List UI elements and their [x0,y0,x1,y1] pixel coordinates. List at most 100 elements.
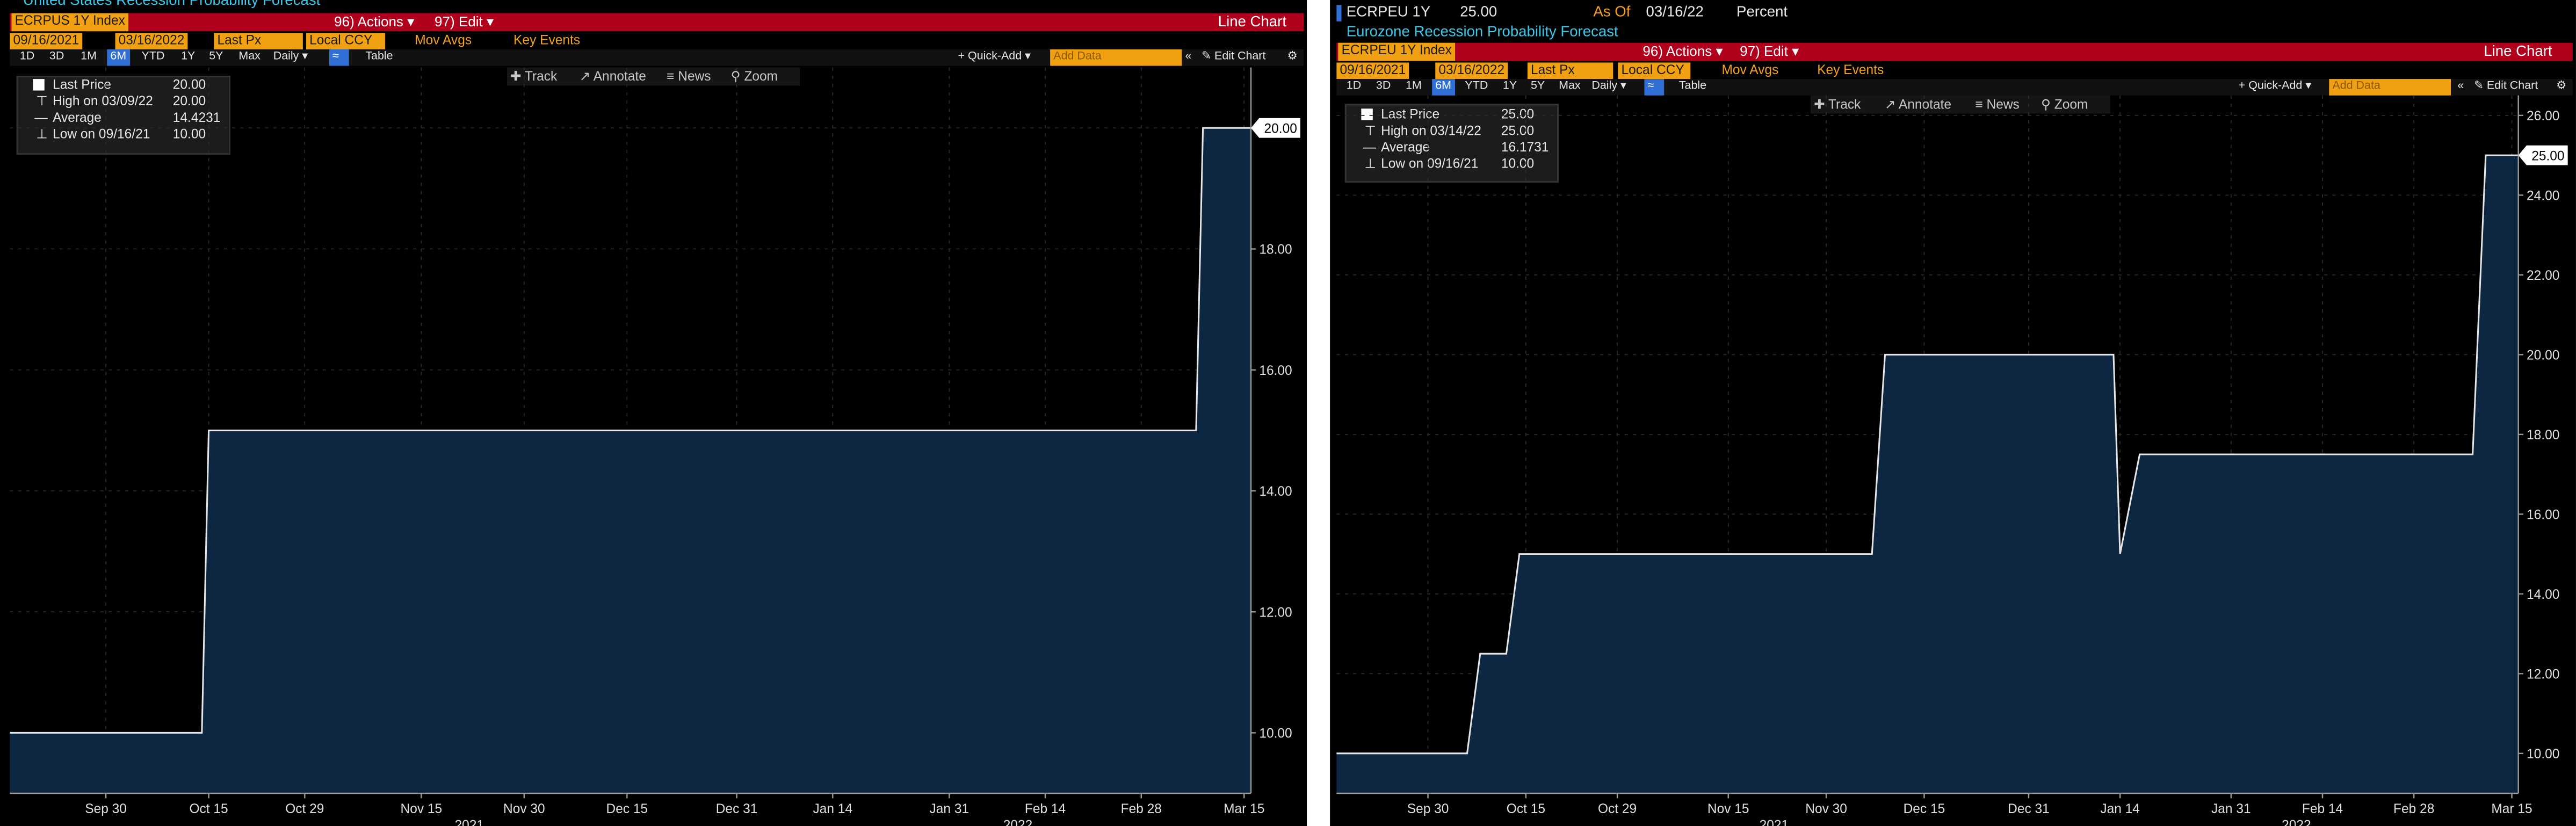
left-annotate-tool[interactable]: ↗ Annotate [579,69,646,84]
left-currency-select[interactable]: Local CCY [306,33,386,49]
right-period-5y[interactable]: 5Y [1530,81,1545,92]
left-period-3d[interactable]: 3D [49,50,64,63]
left-period-1d[interactable]: 1D [19,50,35,63]
left-collapse-icon[interactable]: « [1185,50,1192,63]
right-track-tool[interactable]: ✚ Track [1814,97,1861,112]
right-ytick-label-8: 26.00 [2527,109,2559,124]
right-legend-low-marker: ⊥ [1364,156,1376,171]
right-ytick-label-7: 24.00 [2527,189,2559,204]
right-frequency[interactable]: Daily ▾ [1591,81,1626,92]
left-legend-high-label: High on 03/09/22 [53,93,153,109]
right-edit-chart[interactable]: ✎ Edit Chart [2473,81,2538,92]
right-unit: Percent [1736,3,1788,20]
right-period-bar: 1D 3D 1M 6M YTD 1Y 5Y Max Daily ▾ ≈ Tabl… [1336,79,2573,96]
left-chart-icon[interactable]: ≈ [329,49,349,66]
right-period-ytd[interactable]: YTD [1465,81,1488,92]
right-chart-type[interactable]: Line Chart [2484,42,2552,60]
right-news-tool[interactable]: ≡ News [1975,97,2020,112]
left-zoom-tool[interactable]: ⚲ Zoom [730,69,778,84]
left-add-data-input[interactable]: Add Data [1050,49,1182,66]
left-period-max[interactable]: Max [238,50,261,63]
right-currency-select[interactable]: Local CCY [1618,62,1691,79]
left-frequency[interactable]: Daily ▾ [273,50,308,63]
right-add-data-input[interactable]: Add Data [2329,79,2451,96]
right-legend-checkbox[interactable] [1361,108,1373,120]
right-mov-avgs[interactable]: Mov Avgs [1721,62,1779,78]
left-ytick-label-2: 14.00 [1259,484,1292,499]
left-zoom-label: Zoom [744,69,778,84]
left-key-events[interactable]: Key Events [513,33,581,48]
left-period-ytd[interactable]: YTD [141,50,165,63]
right-key-events[interactable]: Key Events [1817,62,1884,78]
left-xtick-label-2: Oct 29 [285,802,324,816]
left-settings-icon[interactable]: ⚙ [1287,50,1298,63]
right-edit-menu[interactable]: 97) Edit ▾ [1740,42,1799,60]
right-end-date[interactable]: 03/16/2022 [1435,62,1508,79]
right-ticker-value: 25.00 [1460,3,1497,20]
left-legend-avg-label: Average [53,110,102,125]
left-chart-svg[interactable]: 10.00 12.00 14.00 16.00 18.00 20.00 Sep 30 Oct … [0,0,1307,826]
left-period-6m[interactable]: 6M [107,49,130,66]
right-ticker-marker [1336,5,1342,21]
right-chart-icon[interactable]: ≈ [1644,79,1665,96]
right-zoom-label: Zoom [2054,97,2088,112]
left-news-label: News [678,69,711,84]
right-collapse-icon[interactable]: « [2457,81,2464,92]
left-field-select[interactable]: Last Px [214,33,303,49]
right-table[interactable]: Table [1678,81,1707,92]
right-period-1y[interactable]: 1Y [1502,81,1517,92]
right-period-max[interactable]: Max [1559,81,1581,92]
right-xtick-label-1: Oct 15 [1507,802,1545,816]
left-period-1y[interactable]: 1Y [181,50,196,63]
left-legend-last-value: 20.00 [172,77,206,92]
left-end-date[interactable]: 03/16/2022 [115,33,188,49]
panel-divider [1307,0,1330,826]
left-xtick-label-10: Feb 28 [1121,802,1162,816]
right-xtick-label-0: Sep 30 [1407,802,1449,816]
left-start-date[interactable]: 09/16/2021 [10,33,83,49]
left-quick-add[interactable]: + Quick-Add ▾ [958,50,1031,63]
right-track-label: Track [1828,97,1861,112]
right-period-1m[interactable]: 1M [1406,81,1422,92]
right-annotate-tool[interactable]: ↗ Annotate [1884,97,1952,112]
right-news-label: News [1986,97,2020,112]
right-field-select[interactable]: Last Px [1527,62,1613,79]
right-settings-icon[interactable]: ⚙ [2556,81,2567,92]
right-xtick-label-9: Feb 14 [2302,802,2343,816]
left-xtick-label-6: Dec 31 [716,802,758,816]
left-mov-avgs[interactable]: Mov Avgs [415,33,472,48]
right-period-1d[interactable]: 1D [1346,81,1362,92]
right-start-date[interactable]: 09/16/2021 [1336,62,1409,79]
right-period-6m[interactable]: 6M [1432,79,1455,96]
left-legend-high-marker: ⊤ [36,93,48,109]
right-quick-add[interactable]: + Quick-Add ▾ [2238,81,2312,92]
left-year-label-1: 2022 [1003,818,1033,826]
right-toolbar: ✚ Track ↗ Annotate ≡ News ⚲ Zoom [1810,95,2110,114]
left-edit-chart[interactable]: ✎ Edit Chart [1202,50,1266,63]
left-legend: Last Price 20.00 ⊤ High on 03/09/22 20.0… [16,75,231,155]
right-header-bar: ECRPEU 1Y Index 96) Actions ▾ 97) Edit ▾… [1336,42,2573,61]
left-chart-type[interactable]: Line Chart [1218,13,1287,30]
right-legend-avg-label: Average [1381,140,1430,155]
right-zoom-tool[interactable]: ⚲ Zoom [2040,97,2088,112]
left-track-tool[interactable]: ✚ Track [510,69,558,84]
left-news-tool[interactable]: ≡ News [667,69,711,84]
left-edit-menu[interactable]: 97) Edit ▾ [435,13,494,30]
left-year-label-0: 2021 [454,818,484,826]
left-period-1m[interactable]: 1M [81,50,97,63]
left-xtick-label-5: Dec 15 [606,802,648,816]
left-ticker[interactable]: ECRPUS 1Y Index [11,13,129,32]
right-actions-menu[interactable]: 96) Actions ▾ [1642,42,1723,60]
right-ytick-label-2: 14.00 [2527,588,2559,602]
right-ticker[interactable]: ECRPEU 1Y Index [1338,42,1456,61]
left-period-5y[interactable]: 5Y [209,50,223,63]
left-table[interactable]: Table [365,50,393,63]
left-xtick-label-1: Oct 15 [190,802,228,816]
left-chart-panel: United States Recession Probability Fore… [0,0,1307,826]
left-ytick-label-0: 10.00 [1259,727,1292,741]
right-asof-label: As Of [1593,3,1631,20]
left-legend-checkbox[interactable] [33,79,45,91]
right-period-3d[interactable]: 3D [1376,81,1391,92]
right-chart-svg[interactable]: 10.00 12.00 14.00 16.00 18.00 20.00 22.00 24.00… [1330,0,2576,826]
left-actions-menu[interactable]: 96) Actions ▾ [334,13,415,30]
